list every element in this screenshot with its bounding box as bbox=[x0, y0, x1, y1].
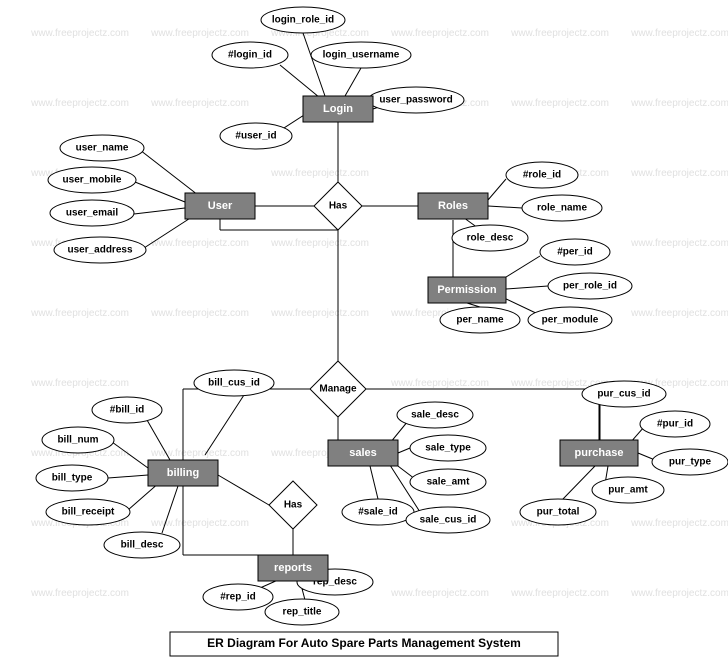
watermark: www.freeprojectz.com bbox=[630, 168, 728, 179]
watermark: www.freeprojectz.com bbox=[630, 28, 728, 39]
attribute-label: user_address bbox=[67, 245, 132, 256]
attribute-label: #user_id bbox=[235, 131, 276, 142]
relationship-label: Has bbox=[284, 500, 303, 511]
attribute-label: user_mobile bbox=[63, 175, 122, 186]
watermark: www.freeprojectz.com bbox=[30, 28, 129, 39]
attribute-label: bill_cus_id bbox=[208, 378, 260, 389]
attribute-label: bill_receipt bbox=[62, 507, 115, 518]
attribute-label: sale_cus_id bbox=[420, 515, 477, 526]
entity-label: reports bbox=[274, 562, 312, 574]
watermark: www.freeprojectz.com bbox=[150, 98, 249, 109]
watermark: www.freeprojectz.com bbox=[150, 238, 249, 249]
watermark: www.freeprojectz.com bbox=[30, 308, 129, 319]
attribute-label: pur_cus_id bbox=[597, 389, 650, 400]
attribute-label: per_role_id bbox=[563, 281, 617, 292]
entity-label: Login bbox=[323, 103, 353, 115]
diagram-title: ER Diagram For Auto Spare Parts Manageme… bbox=[207, 636, 521, 650]
watermark: www.freeprojectz.com bbox=[150, 28, 249, 39]
watermark: www.freeprojectz.com bbox=[150, 308, 249, 319]
relationship-label: Manage bbox=[319, 384, 357, 395]
edge bbox=[370, 466, 378, 499]
relationship-label: Has bbox=[329, 201, 348, 212]
watermark: www.freeprojectz.com bbox=[630, 588, 728, 599]
watermark: www.freeprojectz.com bbox=[510, 588, 609, 599]
edge bbox=[205, 395, 244, 455]
attribute-label: per_name bbox=[456, 315, 504, 326]
attribute-label: role_desc bbox=[467, 233, 514, 244]
attribute-label: sale_type bbox=[425, 443, 471, 454]
entity-label: billing bbox=[167, 467, 199, 479]
watermark: www.freeprojectz.com bbox=[390, 588, 489, 599]
edge bbox=[562, 466, 595, 500]
attribute-label: #per_id bbox=[557, 247, 593, 258]
attribute-label: #role_id bbox=[523, 170, 561, 181]
er-diagram-svg: www.freeprojectz.com www.freeprojectz.com… bbox=[0, 0, 728, 665]
watermark: www.freeprojectz.com bbox=[270, 238, 369, 249]
attribute-label: pur_type bbox=[669, 457, 712, 468]
attribute-label: pur_amt bbox=[608, 485, 648, 496]
attribute-label: user_password bbox=[379, 95, 452, 106]
edge bbox=[140, 150, 198, 195]
attribute-label: login_role_id bbox=[272, 15, 334, 26]
attribute-label: #login_id bbox=[228, 50, 272, 61]
edge bbox=[467, 303, 480, 307]
attribute-label: #bill_id bbox=[110, 405, 144, 416]
edge bbox=[506, 286, 548, 289]
attribute-label: pur_total bbox=[537, 507, 580, 518]
edge bbox=[135, 182, 185, 202]
entity-label: User bbox=[208, 200, 233, 212]
attribute-label: bill_desc bbox=[121, 540, 164, 551]
attribute-label: login_username bbox=[323, 50, 400, 61]
edge bbox=[488, 179, 506, 200]
watermark: www.freeprojectz.com bbox=[630, 98, 728, 109]
attribute-label: bill_num bbox=[57, 435, 98, 446]
attribute-label: #pur_id bbox=[657, 419, 693, 430]
entity-label: purchase bbox=[575, 447, 624, 459]
attribute-label: sale_desc bbox=[411, 410, 459, 421]
attribute-label: user_email bbox=[66, 208, 118, 219]
edge bbox=[488, 206, 522, 208]
watermark: www.freeprojectz.com bbox=[630, 308, 728, 319]
watermark: www.freeprojectz.com bbox=[510, 98, 609, 109]
attribute-label: #sale_id bbox=[358, 507, 397, 518]
watermark: www.freeprojectz.com bbox=[150, 448, 249, 459]
edge bbox=[398, 448, 410, 453]
entity-label: Permission bbox=[437, 284, 497, 296]
edge bbox=[218, 475, 269, 505]
attribute-label: rep_title bbox=[283, 607, 322, 618]
entity-label: Roles bbox=[438, 200, 468, 212]
attribute-label: per_module bbox=[542, 315, 599, 326]
watermark: www.freeprojectz.com bbox=[390, 378, 489, 389]
attribute-label: role_name bbox=[537, 203, 587, 214]
watermark: www.freeprojectz.com bbox=[270, 308, 369, 319]
attribute-label: sale_amt bbox=[427, 477, 470, 488]
attribute-label: bill_type bbox=[52, 473, 93, 484]
edge bbox=[134, 208, 185, 214]
edge bbox=[108, 475, 148, 478]
watermark: www.freeprojectz.com bbox=[630, 518, 728, 529]
watermark: www.freeprojectz.com bbox=[30, 588, 129, 599]
watermark: www.freeprojectz.com bbox=[30, 378, 129, 389]
watermark: www.freeprojectz.com bbox=[630, 238, 728, 249]
attribute-label: #rep_id bbox=[220, 592, 256, 603]
edge bbox=[345, 68, 361, 96]
watermark: www.freeprojectz.com bbox=[390, 28, 489, 39]
attribute-label: user_name bbox=[76, 143, 129, 154]
watermark: www.freeprojectz.com bbox=[30, 98, 129, 109]
entity-label: sales bbox=[349, 447, 377, 459]
watermark: www.freeprojectz.com bbox=[510, 28, 609, 39]
watermark: www.freeprojectz.com bbox=[270, 168, 369, 179]
